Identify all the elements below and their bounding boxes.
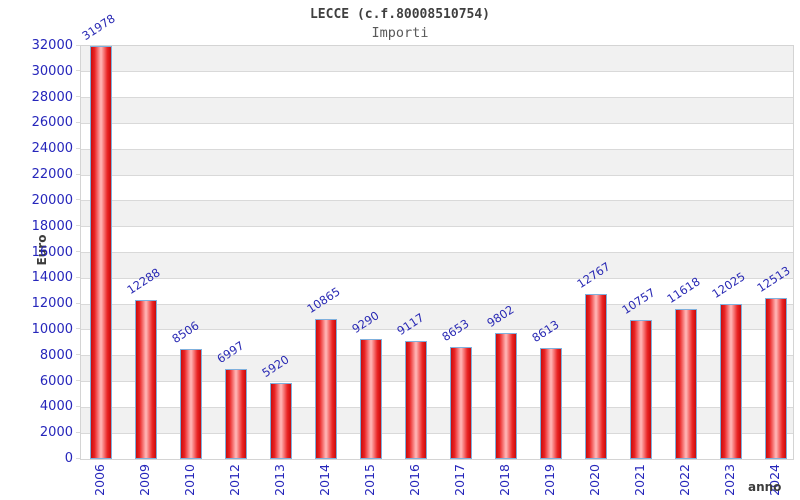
y-tick-mark xyxy=(76,147,80,149)
y-tick-label: 20000 xyxy=(31,192,73,208)
y-tick-label: 4000 xyxy=(39,399,73,415)
bar-value-label: 11618 xyxy=(664,274,703,307)
y-tick-label: 14000 xyxy=(31,270,73,286)
bar-value-label: 12288 xyxy=(124,265,163,298)
bar-2015 xyxy=(360,339,382,459)
gridline xyxy=(81,355,793,357)
y-tick-mark xyxy=(76,199,80,201)
gridline xyxy=(81,252,793,253)
gridline xyxy=(81,148,793,150)
y-tick-mark xyxy=(76,380,80,382)
bar-2014 xyxy=(315,318,337,459)
bar-value-label: 9290 xyxy=(349,308,382,337)
bar-2012 xyxy=(225,368,247,459)
x-tick-label-2016: 2016 xyxy=(407,464,422,496)
bar-value-label: 8613 xyxy=(529,317,562,345)
x-tick-label-2019: 2019 xyxy=(542,464,557,496)
bar-2023 xyxy=(720,303,742,459)
bar-value-label: 12025 xyxy=(709,269,748,301)
bar-value-label: 6997 xyxy=(214,338,247,366)
bar-2019 xyxy=(540,347,562,459)
y-tick-mark xyxy=(76,70,80,72)
bar-2013 xyxy=(270,382,292,459)
gridline xyxy=(81,71,793,73)
y-tick-label: 18000 xyxy=(31,218,73,234)
bar-value-label: 10757 xyxy=(619,285,658,318)
x-tick-label-2022: 2022 xyxy=(677,464,692,496)
gridline xyxy=(81,97,793,99)
x-tick-label-2010: 2010 xyxy=(182,464,197,496)
gridline xyxy=(81,174,793,176)
y-tick-mark xyxy=(76,354,80,356)
bar-2018 xyxy=(495,332,517,459)
y-tick-label: 0 xyxy=(64,451,73,466)
y-tick-mark xyxy=(76,44,80,46)
x-tick-label-2023: 2023 xyxy=(722,464,737,496)
gridline xyxy=(81,277,793,279)
bar-2009 xyxy=(135,300,157,459)
gridline xyxy=(81,303,793,305)
y-tick-label: 26000 xyxy=(31,115,73,131)
gridline xyxy=(81,226,793,228)
y-tick-mark xyxy=(76,457,80,459)
x-tick-label-2006: 2006 xyxy=(92,464,107,496)
chart-subtitle: Importi xyxy=(371,25,429,41)
bar-2010 xyxy=(180,349,202,459)
bar-value-label: 10865 xyxy=(304,284,343,316)
bar-2017 xyxy=(450,347,472,459)
y-tick-label: 28000 xyxy=(31,89,73,105)
x-tick-label-2009: 2009 xyxy=(137,464,152,496)
bar-value-label: 8506 xyxy=(169,318,202,347)
x-tick-label-2020: 2020 xyxy=(587,464,602,496)
y-tick-mark xyxy=(76,302,80,304)
x-tick-label-2021: 2021 xyxy=(632,464,647,496)
bar-value-label: 8653 xyxy=(439,316,472,345)
y-tick-mark xyxy=(76,96,80,98)
bar-2024 xyxy=(765,297,787,459)
y-tick-mark xyxy=(76,431,80,433)
y-tick-label: 32000 xyxy=(31,38,73,53)
x-tick-label-2012: 2012 xyxy=(227,464,242,496)
bar-value-label: 12767 xyxy=(574,259,613,292)
y-tick-mark xyxy=(76,173,80,175)
y-tick-mark xyxy=(76,251,80,252)
bar-2006 xyxy=(90,46,112,459)
bar-value-label: 12513 xyxy=(754,262,793,295)
bar-2020 xyxy=(585,294,607,459)
x-tick-label-2013: 2013 xyxy=(272,464,287,496)
y-tick-label: 30000 xyxy=(31,63,73,79)
y-tick-mark xyxy=(76,121,80,123)
y-tick-mark xyxy=(76,328,80,330)
x-tick-label-2018: 2018 xyxy=(497,464,512,496)
y-tick-mark xyxy=(76,225,80,227)
y-tick-label: 22000 xyxy=(31,167,73,183)
y-tick-label: 10000 xyxy=(31,321,73,337)
bar-value-label: 9802 xyxy=(484,301,517,330)
x-tick-label-2017: 2017 xyxy=(452,464,467,496)
y-tick-label: 16000 xyxy=(31,244,73,260)
plot-area: 31978 12288 8506 6997 5920 10865 9290 9117 8653 9… xyxy=(79,12,794,460)
y-tick-mark xyxy=(76,276,80,278)
x-tick-label-2014: 2014 xyxy=(317,464,332,496)
gridline xyxy=(81,381,793,383)
x-axis-title: anno xyxy=(748,480,782,494)
bar-2021 xyxy=(630,320,652,459)
y-tick-label: 6000 xyxy=(39,373,73,389)
bar-value-label: 9117 xyxy=(394,310,427,339)
y-tick-mark xyxy=(76,405,80,407)
y-tick-label: 24000 xyxy=(31,141,73,157)
gridline xyxy=(81,432,793,434)
y-tick-label: 8000 xyxy=(39,347,73,363)
x-tick-label-2015: 2015 xyxy=(362,464,377,496)
gridline xyxy=(81,406,793,408)
bar-2016 xyxy=(405,341,427,459)
y-tick-label: 2000 xyxy=(39,425,73,441)
gridline xyxy=(81,200,793,202)
bar-2022 xyxy=(675,309,697,459)
gridline xyxy=(81,329,793,331)
y-tick-label: 12000 xyxy=(31,296,73,312)
chart-title: LECCE (c.f.80008510754) xyxy=(309,7,490,22)
gridline xyxy=(81,122,793,124)
